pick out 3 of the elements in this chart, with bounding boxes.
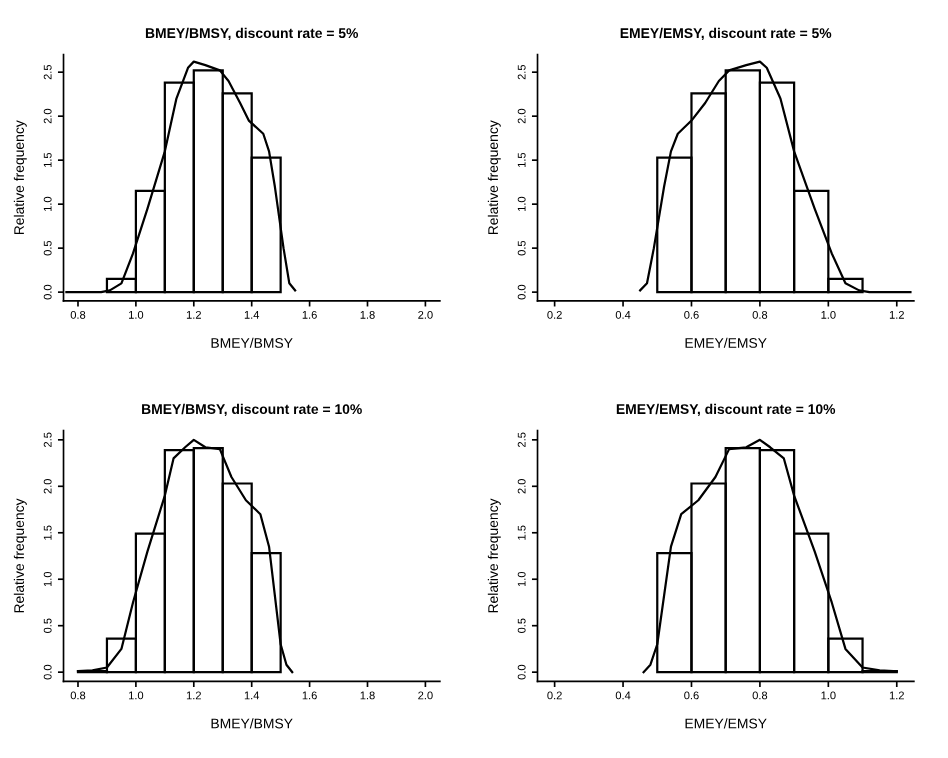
line-series	[642, 438, 898, 674]
line-series	[639, 60, 912, 294]
line-series	[76, 438, 294, 674]
